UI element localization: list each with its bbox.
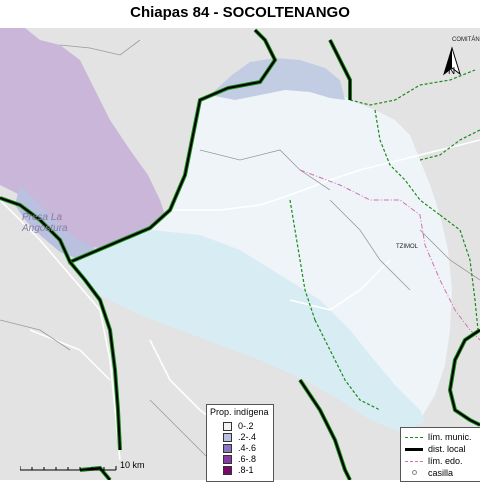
line-legend-item: dist. local xyxy=(405,444,466,454)
line-sample-district xyxy=(405,447,423,451)
line-legend-label: dist. local xyxy=(428,444,466,454)
scale-bar xyxy=(20,466,117,471)
prop-legend-label: .6-.8 xyxy=(238,454,257,464)
purple-region xyxy=(0,28,165,248)
prop-legend-label: .4-.6 xyxy=(238,443,257,453)
label-reservoir: Presa La Angostura xyxy=(22,212,68,234)
line-legend-item: casilla xyxy=(405,468,453,478)
prop-legend-item: .4-.6 xyxy=(223,443,256,453)
prop-legend-item: .6-.8 xyxy=(223,454,256,464)
map-title: Chiapas 84 - SOCOLTENANGO xyxy=(130,4,350,21)
line-legend-label: casilla xyxy=(428,468,454,478)
prop-legend-item: 0-.2 xyxy=(223,421,254,431)
gray-boundaries xyxy=(0,39,480,461)
blue-region-top xyxy=(210,58,345,100)
prop-legend-label: 0-.2 xyxy=(238,421,254,431)
prop-legend-item: .2-.4 xyxy=(223,432,256,442)
prop-legend: Prop. indígena 0-.2 .2-.4 .4-.6 .6-.8 .8… xyxy=(206,404,274,482)
blue-region-left xyxy=(15,185,95,260)
line-legend-label: lím. munic. xyxy=(428,432,472,442)
prop-legend-label: .2-.4 xyxy=(238,432,257,442)
swatch-1 xyxy=(223,432,232,442)
swatch-4 xyxy=(223,465,232,475)
water-body xyxy=(75,230,425,432)
district-boundary xyxy=(0,28,480,480)
label-comitan: COMITÁN xyxy=(452,37,480,43)
swatch-3 xyxy=(223,454,232,464)
north-label: N xyxy=(448,66,456,77)
line-legend: lím. munic. dist. local lím. edo. casill… xyxy=(400,427,480,482)
north-arrow-icon xyxy=(443,46,461,76)
line-legend-item: lím. edo. xyxy=(405,456,463,466)
line-sample-municipal xyxy=(405,436,423,438)
prop-legend-item: .8-1 xyxy=(223,465,254,475)
line-legend-label: lím. edo. xyxy=(428,456,463,466)
scale-label: 10 km xyxy=(120,460,145,470)
prop-legend-title: Prop. indígena xyxy=(210,407,269,417)
line-legend-item: lím. munic. xyxy=(405,432,472,442)
casilla-point-icon xyxy=(411,470,417,475)
label-tzimol: TZIMOL xyxy=(396,244,418,250)
prop-legend-label: .8-1 xyxy=(238,465,254,475)
swatch-2 xyxy=(223,443,232,453)
swatch-0 xyxy=(223,421,232,431)
municipal-boundaries xyxy=(289,69,480,411)
line-sample-state xyxy=(405,460,423,462)
map-canvas[interactable] xyxy=(0,28,480,480)
